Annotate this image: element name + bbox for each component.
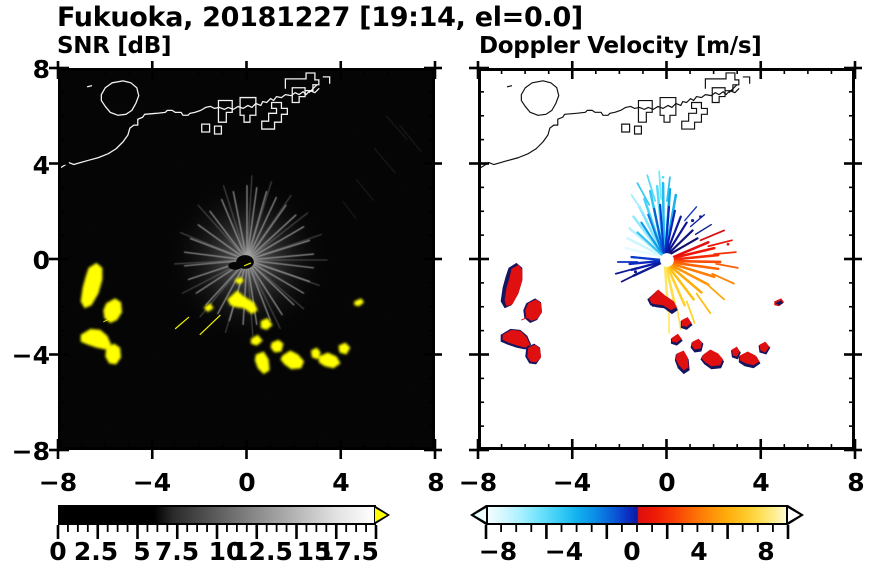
colorbar-snr[interactable] — [58, 505, 398, 525]
cbar-snr-label-15: 15 — [296, 537, 332, 566]
cbar-snr-label-12p5: 12.5 — [231, 537, 293, 566]
snr-xtick-4: 4 — [332, 468, 350, 497]
colorbar-doppler-under-arrow-fill — [474, 508, 486, 522]
snr-xtick--4: −4 — [132, 468, 172, 497]
plot-area-doppler[interactable] — [478, 68, 855, 450]
snr-ytick-8: 8 — [32, 55, 50, 84]
snr-xtick-8: 8 — [427, 468, 445, 497]
dop-xtick-8: 8 — [847, 468, 865, 497]
snr-xtick--8: −8 — [38, 468, 78, 497]
cbar-dop-label-8: 8 — [757, 537, 775, 566]
cbar-snr-label-17p5: 17.5 — [317, 537, 379, 566]
panel-title-doppler: Doppler Velocity [m/s] — [479, 33, 762, 59]
cbar-snr-label-7p5: 7.5 — [154, 537, 200, 566]
plot-area-snr[interactable] — [58, 68, 435, 450]
dop-xtick-4: 4 — [752, 468, 770, 497]
cbar-snr-label-2p5: 2.5 — [73, 537, 119, 566]
dop-xtick--8: −8 — [458, 468, 498, 497]
cbar-dop-label-0: 0 — [623, 537, 641, 566]
colorbar-doppler-over-arrow-fill — [788, 508, 800, 522]
dop-xtick--4: −4 — [552, 468, 592, 497]
doppler-radar-image — [481, 71, 852, 447]
cbar-snr-label-0: 0 — [49, 537, 67, 566]
page-title: Fukuoka, 20181227 [19:14, el=0.0] — [57, 2, 583, 33]
cbar-snr-label-10: 10 — [208, 537, 244, 566]
snr-ytick--4: −4 — [11, 341, 50, 370]
cbar-dop-label--8: −8 — [478, 537, 518, 566]
cbar-snr-label-5: 5 — [133, 537, 151, 566]
cbar-dop-label-4: 4 — [690, 537, 708, 566]
snr-ytick--8: −8 — [11, 437, 50, 466]
panel-title-snr: SNR [dB] — [57, 33, 172, 59]
colorbar-snr-gradient — [58, 505, 376, 525]
colorbar-snr-over-arrow-fill — [375, 508, 387, 522]
snr-ytick-0: 0 — [32, 246, 50, 275]
cbar-dop-label--4: −4 — [544, 537, 584, 566]
snr-radar-image — [61, 71, 432, 447]
colorbar-doppler[interactable] — [470, 505, 810, 525]
colorbar-doppler-gradient — [486, 505, 788, 525]
snr-ytick-4: 4 — [32, 151, 50, 180]
snr-xtick-0: 0 — [238, 468, 256, 497]
dop-xtick-0: 0 — [658, 468, 676, 497]
